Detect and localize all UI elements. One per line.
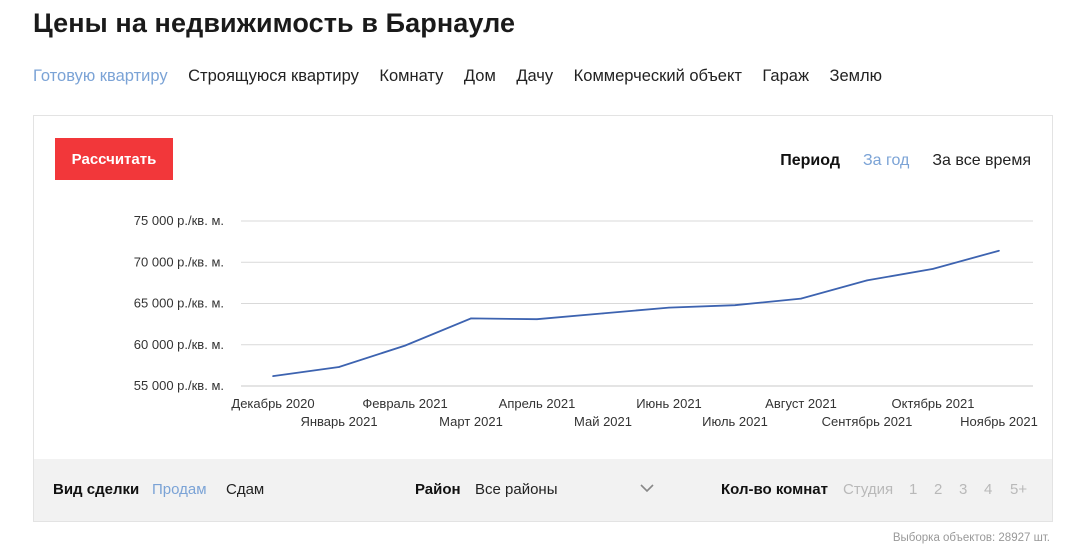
data-point bbox=[998, 249, 1000, 252]
x-tick-label: Ноябрь 2021 bbox=[960, 414, 1038, 429]
calculate-button[interactable]: Рассчитать bbox=[55, 138, 173, 180]
period-label: Период bbox=[780, 152, 840, 169]
tab-dacha[interactable]: Дачу bbox=[516, 67, 554, 85]
y-tick-label: 65 000 р./кв. м. bbox=[134, 296, 224, 311]
x-tick-label: Октябрь 2021 bbox=[892, 396, 975, 411]
data-point bbox=[932, 268, 934, 270]
rooms-option-5plus[interactable]: 5+ bbox=[1010, 481, 1028, 498]
y-tick-label: 75 000 р./кв. м. bbox=[134, 213, 224, 228]
y-tick-label: 70 000 р./кв. м. bbox=[134, 254, 224, 269]
data-point bbox=[866, 279, 868, 282]
tab-commercial[interactable]: Коммерческий объект bbox=[573, 67, 742, 85]
x-tick-label: Январь 2021 bbox=[300, 414, 377, 429]
deal-type-label: Вид сделки bbox=[53, 481, 140, 498]
data-point bbox=[470, 317, 472, 320]
x-tick-label: Март 2021 bbox=[439, 414, 503, 429]
x-tick-label: Июнь 2021 bbox=[636, 396, 702, 411]
price-series-line bbox=[272, 249, 1000, 377]
page-title: Цены на недвижимость в Барнауле bbox=[33, 8, 516, 38]
x-tick-label: Август 2021 bbox=[765, 396, 837, 411]
sample-count: Выборка объектов: 28927 шт. bbox=[892, 532, 1050, 544]
data-point bbox=[404, 344, 406, 347]
property-type-tabs: Готовую квартиру Строящуюся квартиру Ком… bbox=[33, 67, 903, 86]
tab-room[interactable]: Комнату bbox=[379, 67, 444, 85]
rooms-label: Кол-во комнат bbox=[721, 481, 828, 498]
data-point bbox=[800, 297, 802, 300]
period-option-year[interactable]: За год bbox=[862, 152, 910, 169]
district-select[interactable]: Все районы bbox=[475, 481, 558, 498]
x-tick-label: Декабрь 2020 bbox=[231, 396, 314, 411]
rooms-option-3[interactable]: 3 bbox=[959, 481, 968, 498]
data-point bbox=[734, 304, 736, 306]
x-tick-label: Июль 2021 bbox=[702, 414, 768, 429]
period-option-all-time[interactable]: За все время bbox=[932, 152, 1031, 169]
tab-ready-apartment[interactable]: Готовую квартиру bbox=[33, 67, 168, 85]
tab-house[interactable]: Дом bbox=[463, 67, 496, 85]
tab-garage[interactable]: Гараж bbox=[762, 67, 809, 85]
price-chart-card: Рассчитать Период За год За все время 75… bbox=[33, 115, 1053, 522]
y-tick-label: 55 000 р./кв. м. bbox=[134, 378, 224, 393]
tab-land[interactable]: Землю bbox=[829, 67, 883, 85]
deal-option-rent[interactable]: Сдам bbox=[226, 481, 265, 498]
rooms-option-1[interactable]: 1 bbox=[909, 481, 918, 498]
deal-option-sell[interactable]: Продам bbox=[152, 481, 207, 498]
x-tick-label: Февраль 2021 bbox=[362, 396, 447, 411]
data-point bbox=[536, 318, 538, 320]
x-tick-label: Май 2021 bbox=[574, 414, 632, 429]
x-tick-label: Апрель 2021 bbox=[499, 396, 576, 411]
data-point bbox=[602, 312, 604, 315]
period-selector: Период За год За все время bbox=[780, 152, 1031, 170]
district-label: Район bbox=[415, 481, 461, 498]
rooms-option-studio[interactable]: Студия bbox=[843, 481, 894, 498]
y-tick-label: 60 000 р./кв. м. bbox=[134, 337, 224, 352]
filters-bar: Вид сделки Продам Сдам Район Все районы … bbox=[34, 459, 1052, 521]
price-line-chart: 75 000 р./кв. м. 70 000 р./кв. м. 65 000 р… bbox=[134, 213, 1038, 429]
rooms-option-2[interactable]: 2 bbox=[934, 481, 943, 498]
data-point bbox=[338, 366, 340, 368]
tab-new-building[interactable]: Строящуюся квартиру bbox=[188, 67, 359, 85]
chevron-down-icon[interactable] bbox=[640, 481, 654, 495]
x-tick-label: Сентябрь 2021 bbox=[822, 414, 913, 429]
rooms-option-4[interactable]: 4 bbox=[984, 481, 993, 498]
data-point bbox=[668, 306, 670, 309]
data-point bbox=[272, 375, 274, 377]
